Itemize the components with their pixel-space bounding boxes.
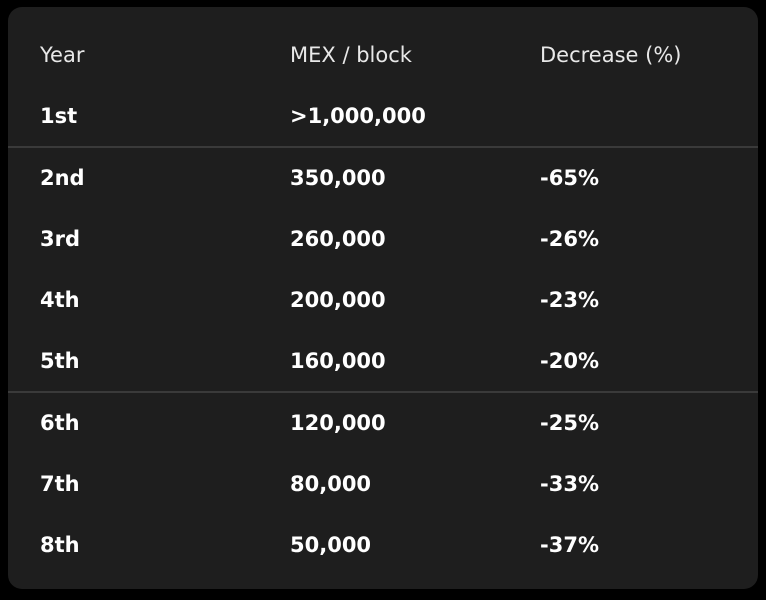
table-row: 7th 80,000 -33% xyxy=(8,454,758,515)
decrease-cell: -65% xyxy=(540,166,599,190)
mex-per-block-cell: 80,000 xyxy=(290,472,372,496)
decrease-cell: -20% xyxy=(540,349,599,373)
table-row: 4th 200,000 -23% xyxy=(8,270,758,331)
table-header-row: Year MEX / block Decrease (%) xyxy=(8,25,758,86)
table-row: 5th 160,000 -20% xyxy=(8,331,758,392)
year-cell: 1st xyxy=(40,104,78,128)
mex-per-block-cell: 260,000 xyxy=(290,227,386,251)
mex-per-block-cell: >1,000,000 xyxy=(290,104,426,128)
decrease-cell: -26% xyxy=(540,227,599,251)
year-cell: 5th xyxy=(40,349,80,373)
mex-per-block-cell: 350,000 xyxy=(290,166,386,190)
decrease-cell: -37% xyxy=(540,533,599,557)
mex-per-block-cell: 200,000 xyxy=(290,288,386,312)
year-cell: 8th xyxy=(40,533,80,557)
year-cell: 6th xyxy=(40,411,80,435)
mex-per-block-cell: 160,000 xyxy=(290,349,386,373)
decrease-cell: -23% xyxy=(540,288,599,312)
decrease-cell: -33% xyxy=(540,472,599,496)
header-decrease: Decrease (%) xyxy=(540,43,682,67)
table-row: 1st >1,000,000 xyxy=(8,86,758,147)
table-row: 2nd 350,000 -65% xyxy=(8,148,758,209)
year-cell: 7th xyxy=(40,472,80,496)
table-row: 6th 120,000 -25% xyxy=(8,393,758,454)
table-row: 8th 50,000 -37% xyxy=(8,515,758,576)
table-row: 3rd 260,000 -26% xyxy=(8,209,758,270)
header-year: Year xyxy=(40,43,85,67)
row-divider xyxy=(8,391,758,393)
mex-per-block-cell: 50,000 xyxy=(290,533,372,557)
year-cell: 3rd xyxy=(40,227,81,251)
decrease-cell: -25% xyxy=(540,411,599,435)
mex-per-block-cell: 120,000 xyxy=(290,411,386,435)
emission-table: Year MEX / block Decrease (%) 1st >1,000… xyxy=(8,7,758,589)
year-cell: 2nd xyxy=(40,166,85,190)
year-cell: 4th xyxy=(40,288,80,312)
header-mex-per-block: MEX / block xyxy=(290,43,412,67)
row-divider xyxy=(8,146,758,148)
